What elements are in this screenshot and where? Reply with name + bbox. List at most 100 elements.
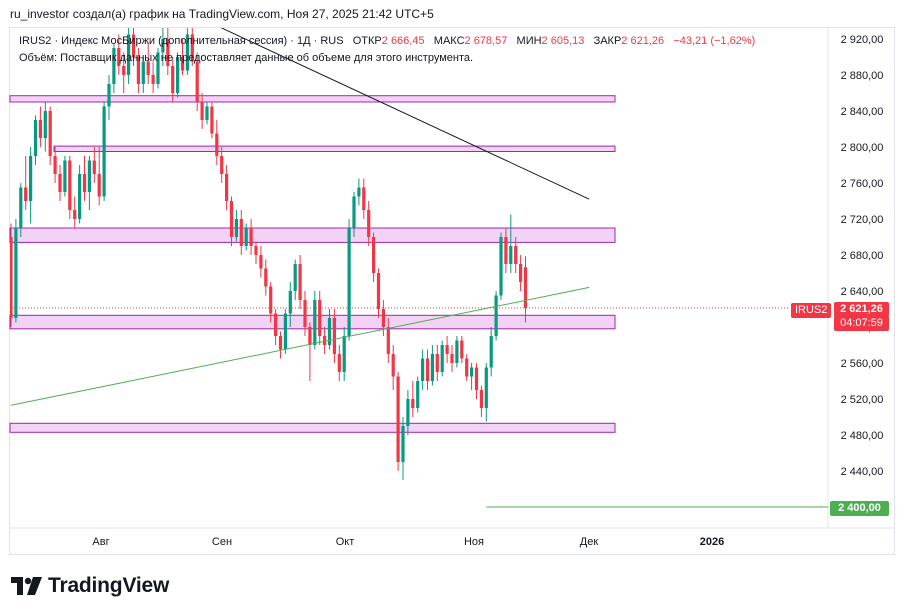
trendline-green[interactable]	[10, 286, 590, 406]
candle-down[interactable]	[523, 267, 528, 308]
candle-down[interactable]	[92, 160, 96, 175]
candle-up[interactable]	[112, 48, 116, 84]
candle-down[interactable]	[318, 300, 322, 336]
candle-up[interactable]	[141, 61, 145, 85]
candle-down[interactable]	[166, 39, 170, 66]
candle-down[interactable]	[151, 75, 155, 84]
chart-frame[interactable]	[9, 27, 895, 555]
candle-down[interactable]	[215, 133, 219, 157]
candle-down[interactable]	[97, 174, 101, 197]
candle-down[interactable]	[337, 354, 341, 372]
candle-down[interactable]	[195, 61, 199, 103]
support-resistance-zone[interactable]	[9, 422, 616, 433]
candle-down[interactable]	[367, 210, 371, 237]
candle-up[interactable]	[421, 358, 425, 382]
candle-up[interactable]	[176, 57, 180, 93]
candle-down[interactable]	[190, 34, 194, 62]
trendline-black[interactable]	[187, 12, 590, 200]
candle-up[interactable]	[205, 106, 209, 121]
candle-down[interactable]	[376, 273, 381, 309]
candle-down[interactable]	[122, 66, 126, 75]
candle-down[interactable]	[131, 34, 136, 58]
candle-down[interactable]	[239, 219, 243, 246]
candle-down[interactable]	[259, 255, 263, 269]
candle-down[interactable]	[146, 61, 150, 76]
candle-up[interactable]	[234, 219, 238, 237]
candle-up[interactable]	[127, 34, 131, 76]
candle-up[interactable]	[470, 367, 474, 377]
candle-down[interactable]	[225, 174, 229, 201]
candle-up[interactable]	[352, 196, 356, 229]
candle-down[interactable]	[269, 286, 273, 314]
candle-down[interactable]	[332, 318, 336, 354]
candle-down[interactable]	[519, 264, 523, 282]
support-resistance-zone[interactable]	[53, 145, 616, 153]
candle-down[interactable]	[200, 102, 204, 120]
candle-down[interactable]	[435, 354, 439, 372]
candle-up[interactable]	[29, 156, 33, 201]
symbol-line[interactable]: IRUS2 · Индекс МосБиржи (дополнительная …	[19, 35, 344, 47]
candle-up[interactable]	[455, 340, 459, 364]
candle-down[interactable]	[171, 66, 175, 93]
candle-up[interactable]	[161, 39, 165, 53]
candle-down[interactable]	[465, 358, 469, 377]
candle-up[interactable]	[342, 336, 346, 372]
candle-down[interactable]	[303, 300, 307, 327]
candle-down[interactable]	[117, 48, 121, 66]
candle-up[interactable]	[156, 52, 160, 85]
candle-up[interactable]	[185, 34, 189, 71]
support-resistance-zone[interactable]	[9, 314, 616, 330]
candle-down[interactable]	[396, 376, 400, 463]
candle-down[interactable]	[254, 246, 258, 255]
candle-up[interactable]	[288, 291, 292, 314]
support-resistance-zone[interactable]	[9, 95, 616, 103]
candle-up[interactable]	[293, 264, 297, 291]
candle-down[interactable]	[445, 345, 449, 354]
candle-down[interactable]	[73, 210, 77, 219]
candle-up[interactable]	[107, 84, 111, 107]
candle-down[interactable]	[514, 246, 518, 264]
candle-down[interactable]	[362, 187, 366, 211]
candle-up[interactable]	[313, 300, 317, 345]
candle-up[interactable]	[494, 295, 498, 337]
candle-down[interactable]	[381, 309, 385, 327]
candle-down[interactable]	[24, 187, 28, 202]
candle-down[interactable]	[58, 174, 62, 192]
candle-down[interactable]	[411, 399, 415, 408]
candle-down[interactable]	[308, 327, 312, 345]
candle-down[interactable]	[425, 358, 430, 382]
candle-down[interactable]	[323, 336, 327, 345]
candle-down[interactable]	[136, 57, 140, 84]
candle-up[interactable]	[63, 160, 67, 193]
candle-up[interactable]	[19, 187, 23, 229]
candle-down[interactable]	[504, 237, 508, 264]
candle-up[interactable]	[87, 160, 91, 193]
candle-down[interactable]	[278, 336, 283, 350]
candle-down[interactable]	[82, 174, 87, 192]
candle-down[interactable]	[48, 111, 52, 156]
candle-down[interactable]	[372, 237, 376, 273]
candle-up[interactable]	[347, 228, 351, 336]
candle-up[interactable]	[416, 381, 420, 408]
candle-down[interactable]	[386, 327, 390, 354]
candle-down[interactable]	[298, 264, 302, 300]
candle-down[interactable]	[479, 390, 483, 408]
candle-up[interactable]	[484, 367, 488, 409]
candle-down[interactable]	[274, 313, 278, 337]
candle-down[interactable]	[264, 268, 268, 287]
candle-up[interactable]	[43, 111, 47, 138]
candle-down[interactable]	[460, 340, 464, 359]
candle-down[interactable]	[68, 160, 72, 211]
candle-down[interactable]	[450, 354, 454, 363]
candle-down[interactable]	[220, 156, 224, 174]
candle-up[interactable]	[357, 187, 361, 197]
candle-up[interactable]	[499, 237, 503, 296]
candle-up[interactable]	[283, 313, 287, 350]
support-resistance-zone[interactable]	[9, 227, 616, 243]
candle-down[interactable]	[38, 120, 42, 138]
candle-down[interactable]	[391, 354, 395, 377]
candle-up[interactable]	[489, 336, 493, 368]
candle-up[interactable]	[401, 426, 405, 462]
candle-up[interactable]	[440, 345, 444, 372]
candle-down[interactable]	[180, 57, 185, 71]
